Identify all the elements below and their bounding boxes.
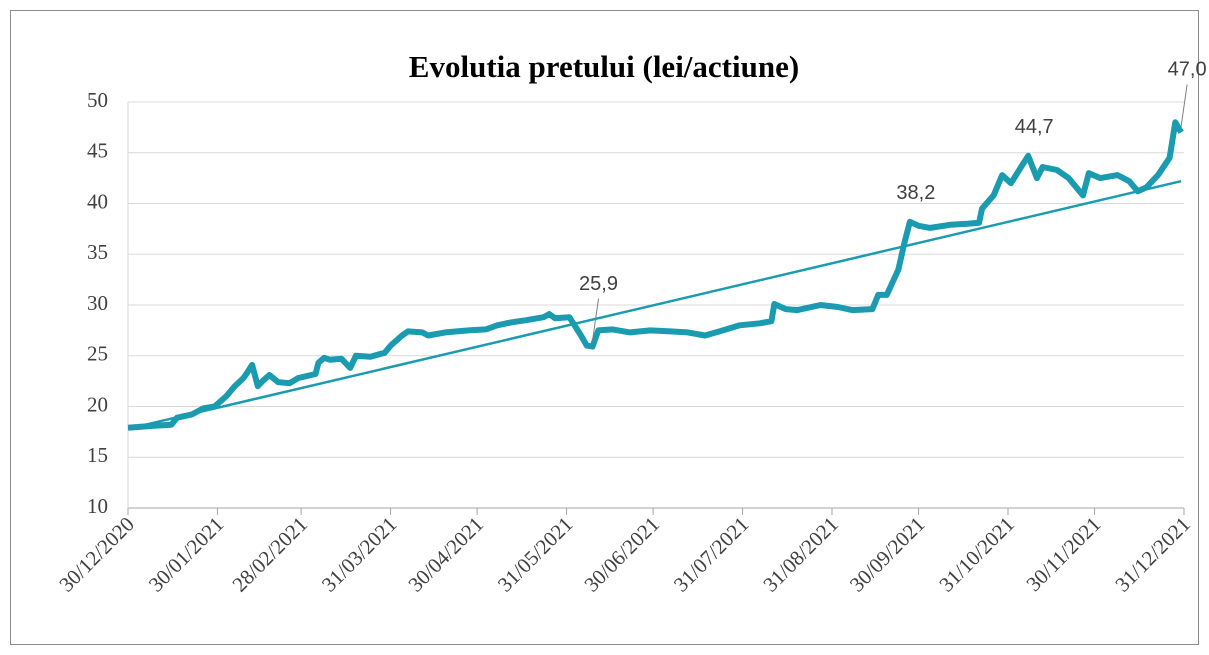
data-label: 38,2 <box>896 182 935 204</box>
y-tick-label: 45 <box>87 139 108 163</box>
y-tick-label: 30 <box>87 291 108 315</box>
y-tick-label: 50 <box>87 88 108 112</box>
y-tick-label: 40 <box>87 189 108 213</box>
trend-line <box>127 179 1182 431</box>
y-tick-label: 10 <box>87 494 108 518</box>
data-label: 47,0 <box>1168 59 1207 81</box>
data-label: 25,9 <box>579 273 618 295</box>
price-line <box>127 119 1184 431</box>
label-leader <box>592 298 600 341</box>
y-tick-label: 20 <box>87 392 108 416</box>
chart-title: Evolutia pretului (lei/actiune) <box>409 49 799 84</box>
y-tick-label: 15 <box>87 443 108 467</box>
y-tick-label: 25 <box>87 342 108 366</box>
label-leader <box>1180 84 1188 127</box>
data-label: 44,7 <box>1015 116 1054 138</box>
y-tick-label: 35 <box>87 240 108 264</box>
